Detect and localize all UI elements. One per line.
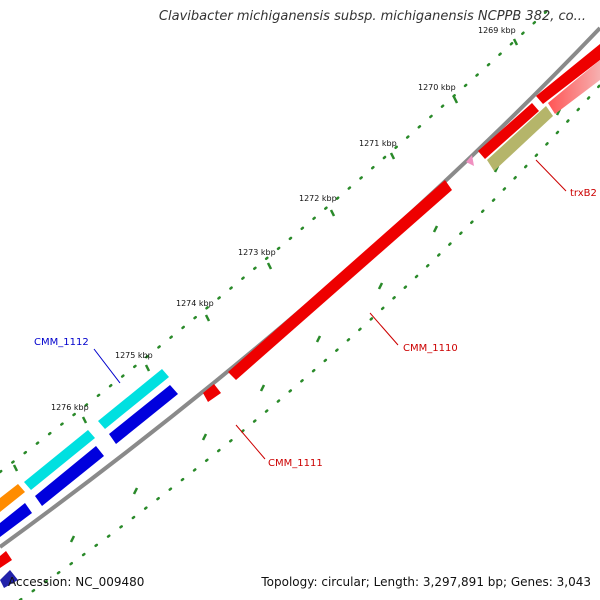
cds-feature-blue[interactable] [35,446,104,506]
gene-label-trxB2[interactable]: trxB2 [570,188,597,199]
tick-label: 1273 kbp [238,248,276,257]
cds-feature-red[interactable] [0,551,12,568]
cds-feature-orange[interactable] [0,484,25,512]
accession-label: Accession: NC_009480 [8,575,145,589]
cds-feature-CMM_1110[interactable] [228,180,452,380]
cds-feature-navy[interactable] [0,570,18,588]
leader-line-CMM_1110 [369,312,399,346]
gene-label-CMM_1110[interactable]: CMM_1110 [403,343,458,354]
cds-feature-trxB2[interactable] [487,106,553,171]
cds-feature-blue[interactable] [0,503,32,537]
cds-feature-pink[interactable] [548,60,600,114]
tick-label: 1271 kbp [359,139,397,148]
topology-summary: Topology: circular; Length: 3,297,891 bp… [261,575,591,589]
genome-backbone-line [0,26,600,549]
cds-feature-blue[interactable] [109,385,178,444]
inner-strand-features [0,60,600,588]
tick-label: 1272 kbp [299,194,337,203]
gene-label-CMM_1112[interactable]: CMM_1112 [34,337,89,348]
major-ticks-outer [12,38,519,472]
map-title: Clavibacter michiganensis subsp. michiga… [158,9,586,24]
cds-feature-cyan[interactable] [98,369,169,429]
cds-feature-red[interactable] [478,103,539,159]
leader-line-CMM_1111 [235,424,266,460]
tick-track-inner [18,83,600,600]
leader-line-trxB2 [535,159,567,192]
gene-label-CMM_1111[interactable]: CMM_1111 [268,458,323,469]
tick-label: 1274 kbp [176,299,214,308]
tick-label: 1270 kbp [418,83,456,92]
cds-feature-small-pink[interactable] [466,155,474,166]
tick-label: 1275 kbp [115,351,153,360]
cds-feature-CMM_1111[interactable] [203,384,221,402]
outer-strand-features [0,44,600,568]
cds-feature-cyan[interactable] [24,430,95,490]
tick-label: 1269 kbp [478,26,516,35]
cds-feature-red[interactable] [536,44,600,104]
tick-label: 1276 kbp [51,403,89,412]
major-ticks-inner [69,108,562,543]
leader-line-CMM_1112 [93,348,121,384]
